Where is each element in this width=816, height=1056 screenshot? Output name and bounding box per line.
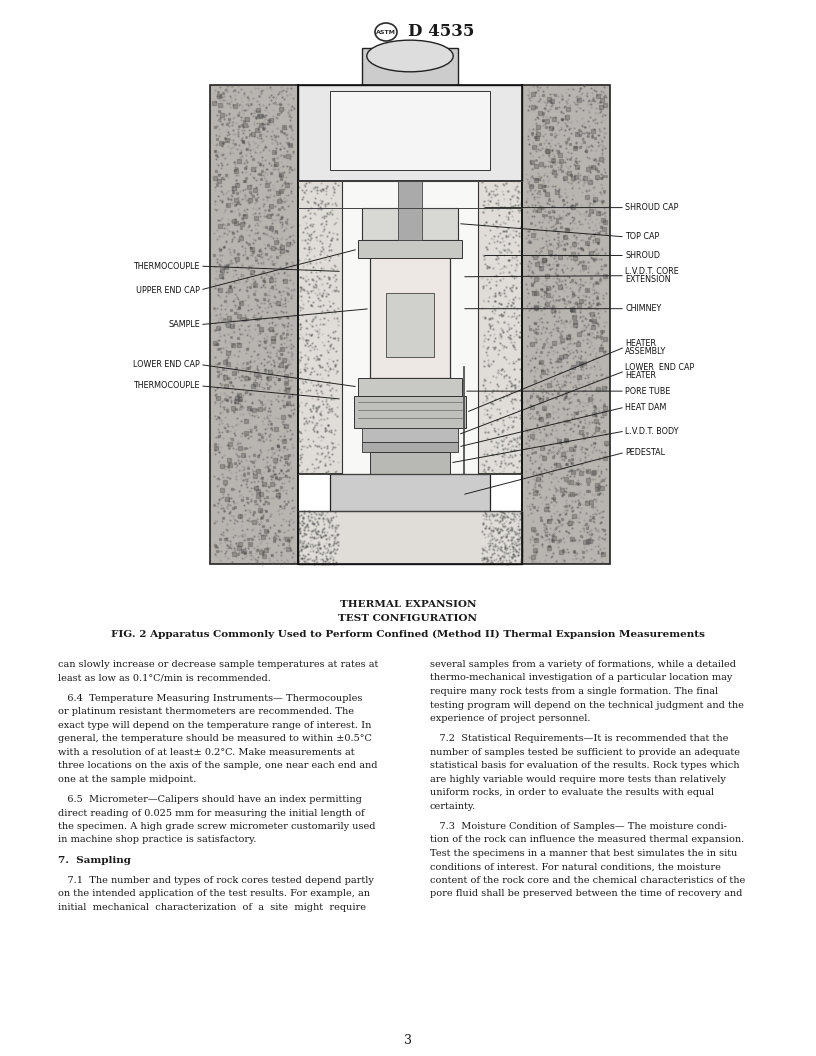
Text: statistical basis for evaluation of the results. Rock types which: statistical basis for evaluation of the … xyxy=(430,761,739,770)
Text: can slowly increase or decrease sample temperatures at rates at: can slowly increase or decrease sample t… xyxy=(58,660,379,670)
Bar xyxy=(354,396,466,429)
Text: experience of project personnel.: experience of project personnel. xyxy=(430,714,591,723)
Text: TOP CAP: TOP CAP xyxy=(625,232,659,242)
Text: UPPER END CAP: UPPER END CAP xyxy=(136,285,200,295)
Text: ASSEMBLY: ASSEMBLY xyxy=(625,346,666,356)
Bar xyxy=(358,378,462,396)
Text: on the intended application of the test results. For example, an: on the intended application of the test … xyxy=(58,889,370,899)
Bar xyxy=(298,181,522,473)
Ellipse shape xyxy=(367,40,453,72)
Bar xyxy=(386,293,434,357)
Text: initial  mechanical  characterization  of  a  site  might  require: initial mechanical characterization of a… xyxy=(58,903,366,912)
Text: number of samples tested be sufficient to provide an adequate: number of samples tested be sufficient t… xyxy=(430,748,740,757)
FancyBboxPatch shape xyxy=(210,86,298,564)
Bar xyxy=(298,511,522,564)
Text: LOWER END CAP: LOWER END CAP xyxy=(133,360,200,369)
Text: FIG. 2 Apparatus Commonly Used to Perform Confined (Method II) Thermal Expansion: FIG. 2 Apparatus Commonly Used to Perfor… xyxy=(111,630,705,639)
Text: general, the temperature should be measured to within ±0.5°C: general, the temperature should be measu… xyxy=(58,734,372,743)
Text: THERMOCOUPLE: THERMOCOUPLE xyxy=(134,381,200,391)
Text: 3: 3 xyxy=(404,1034,412,1046)
Text: Test the specimens in a manner that best simulates the in situ: Test the specimens in a manner that best… xyxy=(430,849,738,857)
Text: uniform rocks, in order to evaluate the results with equal: uniform rocks, in order to evaluate the … xyxy=(430,788,714,797)
Text: L.V.D.T. BODY: L.V.D.T. BODY xyxy=(625,427,678,435)
Bar xyxy=(298,86,522,181)
Text: 7.2  Statistical Requirements—It is recommended that the: 7.2 Statistical Requirements—It is recom… xyxy=(430,734,729,743)
Text: HEATER: HEATER xyxy=(625,339,656,347)
Text: in machine shop practice is satisfactory.: in machine shop practice is satisfactory… xyxy=(58,835,256,845)
Text: ASTM: ASTM xyxy=(376,30,396,35)
Text: SHROUD: SHROUD xyxy=(625,251,660,260)
Text: the specimen. A high grade screw micrometer customarily used: the specimen. A high grade screw microme… xyxy=(58,822,375,831)
Text: testing program will depend on the technical judgment and the: testing program will depend on the techn… xyxy=(430,700,744,710)
Text: L.V.D.T. CORE: L.V.D.T. CORE xyxy=(625,267,679,276)
Text: LOWER  END CAP: LOWER END CAP xyxy=(625,362,694,372)
FancyBboxPatch shape xyxy=(522,86,610,564)
Text: 7.1  The number and types of rock cores tested depend partly: 7.1 The number and types of rock cores t… xyxy=(58,876,374,885)
Text: PORE TUBE: PORE TUBE xyxy=(625,386,671,396)
Text: pore fluid shall be preserved between the time of recovery and: pore fluid shall be preserved between th… xyxy=(430,889,743,899)
Bar xyxy=(398,181,422,240)
Text: three locations on the axis of the sample, one near each end and: three locations on the axis of the sampl… xyxy=(58,761,378,770)
Text: or platinum resistant thermometers are recommended. The: or platinum resistant thermometers are r… xyxy=(58,708,354,716)
Text: 7.3  Moisture Condition of Samples— The moisture condi-: 7.3 Moisture Condition of Samples— The m… xyxy=(430,822,727,831)
Text: one at the sample midpoint.: one at the sample midpoint. xyxy=(58,775,197,784)
Text: require many rock tests from a single formation. The final: require many rock tests from a single fo… xyxy=(430,687,718,696)
Bar xyxy=(362,429,458,441)
Text: direct reading of 0.025 mm for measuring the initial length of: direct reading of 0.025 mm for measuring… xyxy=(58,809,365,817)
Text: exact type will depend on the temperature range of interest. In: exact type will depend on the temperatur… xyxy=(58,721,371,730)
Text: 6.5  Micrometer—Calipers should have an index permitting: 6.5 Micrometer—Calipers should have an i… xyxy=(58,795,361,804)
Bar xyxy=(370,452,450,485)
Text: content of the rock core and the chemical characteristics of the: content of the rock core and the chemica… xyxy=(430,876,745,885)
Text: 6.4  Temperature Measuring Instruments— Thermocouples: 6.4 Temperature Measuring Instruments— T… xyxy=(58,694,362,702)
Bar xyxy=(330,91,490,170)
Text: thermo-mechanical investigation of a particular location may: thermo-mechanical investigation of a par… xyxy=(430,674,733,682)
Text: tion of the rock can influence the measured thermal expansion.: tion of the rock can influence the measu… xyxy=(430,835,744,845)
Text: with a resolution of at least± 0.2°C. Make measurements at: with a resolution of at least± 0.2°C. Ma… xyxy=(58,748,355,757)
Bar xyxy=(362,441,458,452)
Text: TEST CONFIGURATION: TEST CONFIGURATION xyxy=(339,614,477,623)
Bar xyxy=(358,240,462,258)
Text: D 4535: D 4535 xyxy=(408,23,474,40)
Text: THERMAL EXPANSION: THERMAL EXPANSION xyxy=(339,600,477,609)
Text: EXTENSION: EXTENSION xyxy=(625,275,671,284)
Bar xyxy=(362,48,458,93)
Bar xyxy=(362,208,458,240)
Bar xyxy=(330,473,490,516)
Text: PEDESTAL: PEDESTAL xyxy=(625,448,665,457)
Text: 7.  Sampling: 7. Sampling xyxy=(58,855,131,865)
Text: SHROUD CAP: SHROUD CAP xyxy=(625,203,678,212)
Text: are highly variable would require more tests than relatively: are highly variable would require more t… xyxy=(430,775,726,784)
Text: least as low as 0.1°C/min is recommended.: least as low as 0.1°C/min is recommended… xyxy=(58,674,271,682)
Text: several samples from a variety of formations, while a detailed: several samples from a variety of format… xyxy=(430,660,736,670)
Text: SAMPLE: SAMPLE xyxy=(168,320,200,329)
Text: HEATER: HEATER xyxy=(625,371,656,380)
Bar xyxy=(342,181,478,473)
Text: certainty.: certainty. xyxy=(430,802,477,811)
Text: conditions of interest. For natural conditions, the moisture: conditions of interest. For natural cond… xyxy=(430,863,721,871)
Bar xyxy=(370,234,450,378)
Text: CHIMNEY: CHIMNEY xyxy=(625,304,661,314)
Text: HEAT DAM: HEAT DAM xyxy=(625,402,667,412)
Text: THERMOCOUPLE: THERMOCOUPLE xyxy=(134,262,200,270)
